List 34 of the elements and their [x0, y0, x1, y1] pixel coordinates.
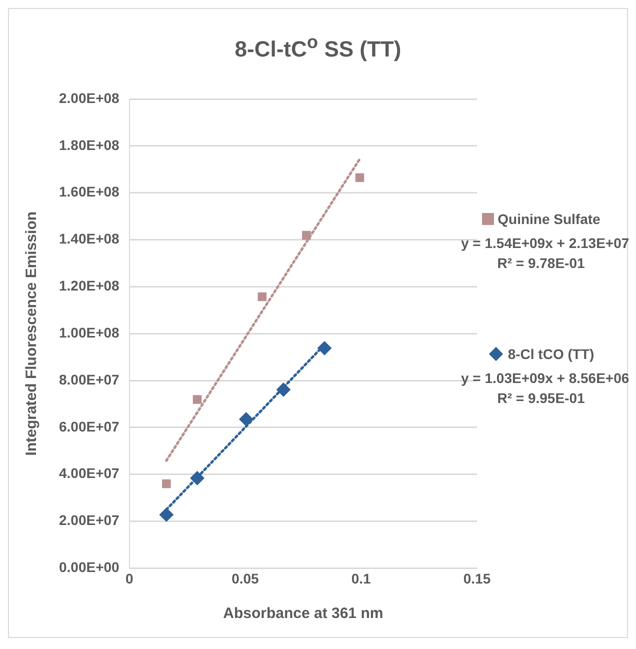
y-tick-label: 2.00E+08	[58, 90, 120, 106]
x-axis-title: Absorbance at 361 nm	[223, 605, 384, 622]
y-tick-label: 1.60E+08	[58, 184, 120, 200]
legend-label: 8-Cl tCO (TT)	[508, 346, 594, 362]
y-tick-label: 4.00E+07	[58, 465, 120, 482]
legend-label: Quinine Sulfate	[498, 211, 600, 227]
point	[355, 173, 364, 182]
text: R² = 9.78E-01	[496, 254, 586, 273]
y-tick-label: 1.00E+08	[58, 324, 120, 340]
x-tick-label: 0.05	[232, 570, 260, 586]
y-tick-label: 1.20E+08	[58, 278, 120, 294]
annotation: y = 1.54E+09x + 2.13E+07	[461, 234, 630, 253]
y-tick-label: 1.80E+08	[58, 136, 120, 153]
point	[239, 412, 254, 426]
point	[190, 471, 204, 486]
text: R² = 9.95E-01	[496, 389, 586, 408]
chart-title: 8-Cl-tC$^{o}$ SS (TT)	[234, 31, 402, 62]
x-tick-label: 0	[125, 570, 134, 586]
x-tick-label: 0.15	[463, 570, 491, 586]
annotation: y = 1.03E+09x + 8.56E+06	[461, 369, 630, 388]
point	[192, 395, 202, 404]
y-tick-label: 2.00E+07	[58, 512, 120, 528]
point	[162, 479, 171, 488]
point	[159, 508, 174, 522]
point	[317, 341, 332, 356]
point	[302, 230, 311, 240]
y-tick-label: 1.40E+08	[58, 230, 120, 247]
y-tick-label: 6.00E+07	[58, 418, 120, 434]
y-tick-label: 8.00E+07	[58, 371, 120, 388]
point	[276, 382, 290, 397]
x-tick-label: 0.1	[351, 570, 372, 586]
y-tick-label: 0.00E+00	[58, 559, 120, 576]
point	[258, 292, 267, 302]
y-axis-title: Integrated Fluorescence Emission	[23, 211, 40, 456]
